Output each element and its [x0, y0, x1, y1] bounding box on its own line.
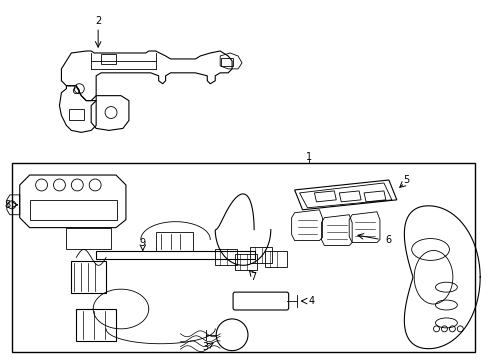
Bar [215, 249, 237, 265]
Text: 9: 9 [140, 238, 145, 248]
Text: 4: 4 [308, 296, 314, 306]
Bar [249, 247, 271, 264]
Bar [30, 200, 117, 220]
Text: 1: 1 [306, 152, 312, 162]
Text: 2: 2 [95, 16, 101, 26]
Bar [155, 231, 193, 251]
Bar [69, 109, 84, 121]
Bar [264, 251, 286, 267]
Text: 7: 7 [249, 272, 256, 282]
Text: 5: 5 [403, 175, 409, 185]
Bar [12, 163, 474, 352]
Bar [66, 228, 111, 249]
Bar [71, 261, 106, 293]
Bar [221, 58, 233, 66]
Text: 6: 6 [385, 234, 391, 244]
Bar [235, 255, 256, 270]
Bar [76, 309, 116, 341]
Bar [96, 251, 254, 260]
Bar [101, 54, 116, 64]
Text: 3: 3 [202, 342, 208, 352]
Text: 8: 8 [5, 200, 11, 210]
